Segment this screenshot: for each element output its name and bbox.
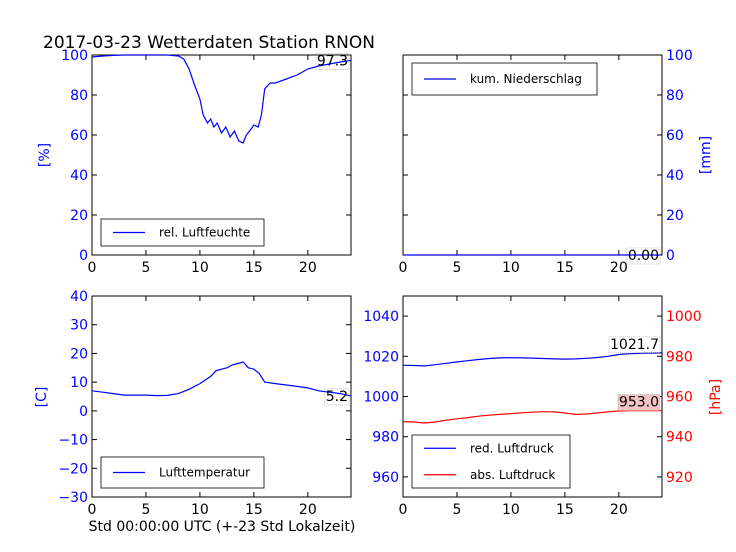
pressure-ytick-right-label: 920 bbox=[666, 470, 693, 486]
temperature-xtick-label: 15 bbox=[245, 502, 263, 518]
humidity-ytick-label: 60 bbox=[70, 128, 88, 144]
temperature-ytick-label: −10 bbox=[58, 433, 88, 449]
figure-title: 2017-03-23 Wetterdaten Station RNON bbox=[43, 33, 375, 53]
precipitation-ytick-label: 80 bbox=[666, 88, 684, 104]
pressure-xtick-label: 5 bbox=[452, 502, 461, 518]
precipitation-last-value-box bbox=[626, 247, 661, 265]
precipitation-ytick-label: 60 bbox=[666, 128, 684, 144]
pressure-last-value-box bbox=[617, 394, 661, 411]
pressure-xtick-label: 20 bbox=[610, 502, 628, 518]
pressure-legend-box bbox=[411, 434, 571, 489]
pressure-ytick-right-label: 980 bbox=[666, 349, 693, 365]
humidity-ytick-label: 20 bbox=[70, 208, 88, 224]
precipitation-xtick-label: 0 bbox=[399, 260, 408, 276]
temperature-panel: [C] 0 5 10 15 20 −30 −20 −10 0 10 20 30 40 Lufttemper… bbox=[34, 289, 352, 518]
pressure-series-line-1 bbox=[402, 410, 662, 424]
humidity-xtick-label: 5 bbox=[141, 260, 150, 276]
pressure-series-line-0 bbox=[402, 352, 663, 367]
temperature-xtick-label: 0 bbox=[88, 502, 97, 518]
humidity-ytick-label: 80 bbox=[70, 88, 88, 104]
humidity-frame bbox=[91, 54, 352, 256]
pressure-ylabel: [hPa] bbox=[708, 379, 724, 415]
precipitation-xtick-label: 15 bbox=[556, 260, 574, 276]
pressure-ytick-label: 980 bbox=[372, 430, 399, 446]
precipitation-ytick-label: 100 bbox=[666, 48, 693, 64]
humidity-ytick-label: 100 bbox=[61, 48, 88, 64]
temperature-last-value: 5.2 bbox=[326, 389, 348, 405]
temperature-ytick-label: 10 bbox=[70, 375, 88, 391]
humidity-xtick-label: 10 bbox=[191, 260, 209, 276]
precipitation-last-value: 0.00 bbox=[628, 248, 659, 264]
precipitation-ytick-label: 0 bbox=[666, 248, 675, 264]
humidity-ytick-label: 0 bbox=[79, 248, 88, 264]
humidity-xtick-label: 20 bbox=[299, 260, 317, 276]
pressure-legend-label: abs. Luftdruck bbox=[470, 468, 555, 482]
pressure-panel: [hPa] 0 5 10 15 20 960 980 1000 1020 1040 920 940 96… bbox=[363, 295, 724, 518]
precipitation-ylabel: [mm] bbox=[698, 136, 714, 174]
humidity-ytick-label: 40 bbox=[70, 168, 88, 184]
temperature-xtick-label: 5 bbox=[141, 502, 150, 518]
humidity-ylabel: [%] bbox=[37, 143, 53, 167]
humidity-legend-label: rel. Luftfeuchte bbox=[159, 226, 250, 240]
humidity-xtick-label: 0 bbox=[88, 260, 97, 276]
temperature-frame bbox=[91, 295, 352, 498]
pressure-legend-label: red. Luftdruck bbox=[470, 441, 554, 455]
precipitation-legend-label: kum. Niederschlag bbox=[470, 72, 582, 86]
precipitation-ytick-label: 20 bbox=[666, 208, 684, 224]
temperature-series-line-0 bbox=[91, 361, 352, 397]
pressure-ytick-label: 1000 bbox=[363, 390, 399, 406]
humidity-last-value-box bbox=[315, 53, 350, 70]
temperature-ylabel: [C] bbox=[34, 387, 50, 408]
temperature-xtick-label: 10 bbox=[191, 502, 209, 518]
precipitation-panel: [mm] 0 5 10 15 20 0 20 40 60 80 100 kum. Niederschl… bbox=[399, 48, 714, 276]
pressure-ytick-right-label: 940 bbox=[666, 430, 693, 446]
temperature-ytick-label: 40 bbox=[70, 289, 88, 305]
humidity-panel: [%] 0 5 10 15 20 0 20 40 60 80 100 rel. Luftfeuchte… bbox=[37, 48, 352, 276]
pressure-ytick-right-label: 1000 bbox=[666, 309, 702, 325]
humidity-series-line-0 bbox=[91, 54, 352, 144]
pressure-ytick-label: 1020 bbox=[363, 349, 399, 365]
temperature-last-value-box bbox=[324, 388, 350, 406]
precipitation-ytick-label: 40 bbox=[666, 168, 684, 184]
pressure-ytick-label: 1040 bbox=[363, 309, 399, 325]
temperature-ytick-label: 30 bbox=[70, 318, 88, 334]
precipitation-xtick-label: 5 bbox=[452, 260, 461, 276]
temperature-xtick-label: 20 bbox=[299, 502, 317, 518]
pressure-xtick-label: 0 bbox=[399, 502, 408, 518]
figure-xlabel: Std 00:00:00 UTC (+-23 Std Lokalzeit) bbox=[89, 519, 356, 535]
precipitation-xtick-label: 20 bbox=[610, 260, 628, 276]
temperature-ytick-label: 20 bbox=[70, 346, 88, 362]
pressure-ytick-right-label: 960 bbox=[666, 390, 693, 406]
temperature-ytick-label: 0 bbox=[79, 404, 88, 420]
pressure-last-value-box bbox=[608, 336, 661, 354]
temperature-ytick-label: −20 bbox=[58, 461, 88, 477]
pressure-ytick-label: 960 bbox=[372, 470, 399, 486]
pressure-last-value: 1021.7 bbox=[610, 337, 659, 353]
temperature-legend-label: Lufttemperatur bbox=[159, 466, 250, 480]
pressure-last-value: 953.0 bbox=[619, 395, 659, 411]
temperature-ytick-label: −30 bbox=[58, 490, 88, 506]
precipitation-xtick-label: 10 bbox=[502, 260, 520, 276]
humidity-last-value: 97.3 bbox=[317, 53, 348, 69]
humidity-xtick-label: 15 bbox=[245, 260, 263, 276]
pressure-xtick-label: 10 bbox=[502, 502, 520, 518]
pressure-xtick-label: 15 bbox=[556, 502, 574, 518]
